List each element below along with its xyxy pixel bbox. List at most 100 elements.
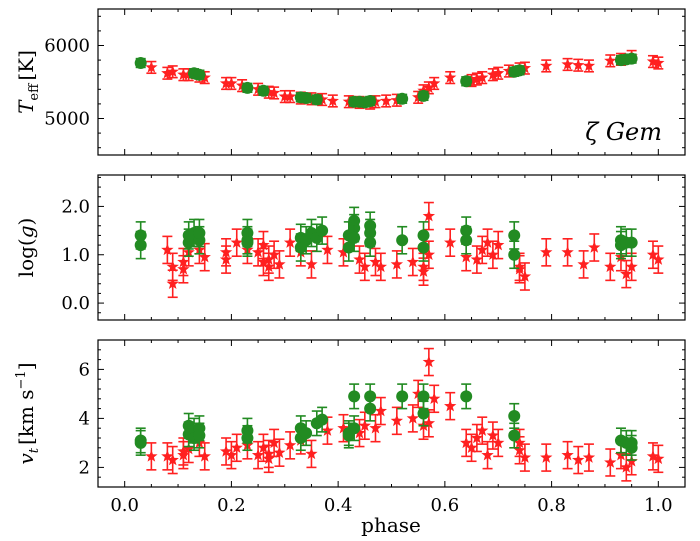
data-point-red [486, 421, 500, 450]
data-point-green [417, 233, 430, 262]
data-point-red [230, 433, 243, 463]
data-point-red [476, 70, 489, 85]
data-point-red [540, 238, 553, 267]
data-point-red [492, 230, 505, 260]
x-tick-label: 0.2 [217, 495, 246, 516]
data-point-red [428, 76, 441, 91]
data-point-green [625, 429, 638, 456]
data-point-red [166, 269, 179, 299]
data-point-red [470, 72, 484, 86]
data-point-green [134, 230, 147, 260]
data-point-green [300, 92, 313, 105]
data-point-red [470, 245, 484, 274]
data-point-red [444, 391, 457, 421]
data-point-green [316, 406, 329, 433]
data-point-green [508, 240, 521, 270]
data-point-red [374, 396, 388, 426]
data-point-red [540, 59, 553, 73]
data-point-red [428, 384, 441, 414]
data-point-red [283, 89, 297, 104]
data-point-red [652, 56, 665, 70]
data-point-red [262, 245, 275, 274]
data-point-green [348, 383, 361, 410]
data-point-red [518, 443, 532, 472]
data-point-red [369, 247, 382, 277]
data-point-green [193, 68, 206, 81]
panel-logg: 0.0 1.0 2.0 log(g) [14, 174, 686, 321]
data-point-red [561, 238, 574, 267]
data-point-red [604, 54, 617, 68]
data-point-red [161, 66, 174, 80]
data-point-red [379, 94, 393, 108]
y-tick-label: 6 [79, 359, 90, 380]
data-point-red [582, 59, 596, 73]
data-point-red [481, 440, 494, 470]
y-tick-label: 1.0 [61, 245, 90, 266]
data-point-red [561, 440, 574, 470]
data-point-red [604, 448, 617, 477]
data-point-red [225, 76, 238, 91]
data-point-green [364, 228, 377, 258]
data-point-red [486, 68, 500, 82]
y-tick-label: 2.0 [61, 196, 90, 217]
data-point-red [305, 250, 318, 279]
data-point-red [273, 438, 286, 467]
data-point-red [321, 235, 334, 265]
data-point-red [273, 250, 286, 279]
x-tick-label: 0.0 [110, 495, 139, 516]
data-point-red [219, 437, 233, 466]
data-point-red [390, 406, 404, 436]
x-tick-label: 1.0 [644, 495, 673, 516]
data-point-red [646, 240, 660, 270]
data-point-red [230, 228, 243, 258]
data-point-green [241, 81, 254, 94]
data-point-red [588, 233, 601, 262]
panel-vt: 2 4 6 vt[km s−1] 0.0 0.2 0.4 0.6 0.8 1.0 [14, 339, 686, 516]
x-tick-label: 0.8 [537, 495, 566, 516]
data-point-green [364, 94, 377, 107]
data-point-red [283, 431, 297, 460]
data-point-green [193, 422, 206, 449]
data-point-green [396, 225, 409, 255]
data-point-red [305, 439, 318, 469]
data-point-green [460, 383, 473, 410]
data-point-green [508, 422, 521, 449]
data-point-green [241, 424, 254, 452]
data-point-red [486, 240, 500, 270]
x-tick-label: 0.6 [431, 495, 460, 516]
data-point-red [646, 442, 660, 471]
data-point-red [374, 252, 388, 282]
y-axis-label-logg: log(g) [14, 218, 38, 278]
data-point-green [625, 52, 638, 65]
data-point-red [518, 262, 532, 291]
data-point-red [577, 250, 590, 279]
data-point-green [348, 415, 361, 442]
data-point-green [300, 420, 313, 447]
data-point-red [492, 428, 505, 458]
data-point-red [465, 433, 478, 463]
data-point-red [219, 245, 233, 274]
data-point-red [198, 442, 211, 471]
data-point-red [161, 235, 174, 265]
data-point-red [369, 413, 382, 443]
data-point-red [390, 250, 404, 279]
y-tick-label: 0.0 [61, 293, 90, 314]
data-point-green [460, 75, 473, 88]
star-label: ζ Gem [585, 118, 662, 146]
data-point-red [166, 445, 179, 475]
data-point-green [417, 400, 430, 427]
y-axis-label-teff: Teff[K] [14, 50, 42, 114]
data-point-green [396, 92, 409, 105]
data-point-red [444, 70, 457, 85]
data-point-red [262, 439, 275, 469]
data-point-green [364, 395, 377, 422]
data-point-green [241, 228, 254, 258]
data-point-green [316, 216, 329, 245]
data-point-red [652, 245, 665, 274]
data-point-red [572, 445, 585, 475]
data-point-green [460, 225, 473, 255]
data-point-red [267, 86, 281, 100]
data-point-red [326, 94, 339, 108]
data-point-green [310, 93, 323, 106]
